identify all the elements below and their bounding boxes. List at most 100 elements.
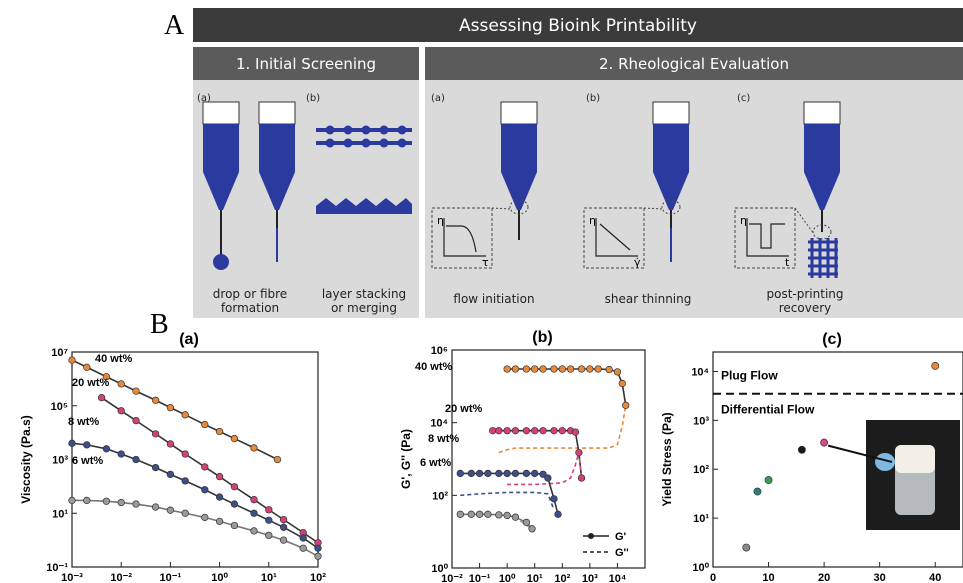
data-point	[300, 535, 307, 542]
panel-label: B	[150, 309, 169, 340]
data-point	[512, 366, 519, 373]
x-tick-label: 10¹	[527, 573, 543, 583]
data-point	[765, 476, 772, 483]
data-point	[231, 501, 238, 508]
data-point	[555, 511, 562, 518]
series-label: 8 wt%	[68, 416, 99, 428]
x-tick-label: 10⁻¹	[469, 573, 491, 583]
x-tick-label: 10³	[582, 573, 598, 583]
data-point	[512, 514, 519, 521]
syringe-body	[259, 124, 295, 172]
data-point	[476, 470, 483, 477]
data-point	[280, 516, 287, 523]
y-tick-label: 10⁻¹	[46, 562, 68, 574]
data-point	[167, 507, 174, 514]
item-tag: (a)	[431, 93, 445, 104]
data-point	[182, 510, 189, 517]
syringe-cap	[501, 102, 537, 124]
series-label: 8 wt%	[428, 433, 459, 445]
data-point	[551, 496, 558, 503]
data-point	[504, 512, 511, 519]
data-point	[559, 427, 566, 434]
x-tick-label: 40	[929, 572, 941, 583]
drop	[213, 254, 229, 270]
y-axis-label: Yield Stress (Pa)	[660, 412, 674, 506]
data-point	[152, 464, 159, 471]
data-point	[69, 497, 76, 504]
data-point	[540, 366, 547, 373]
data-point	[576, 449, 583, 456]
data-point	[251, 510, 258, 517]
item-tag: (b)	[586, 93, 600, 104]
data-point	[118, 381, 125, 388]
data-point	[578, 366, 585, 373]
data-point	[551, 427, 558, 434]
inset-photo	[866, 420, 960, 530]
data-point	[84, 497, 91, 504]
data-point	[216, 473, 223, 480]
data-point	[216, 518, 223, 525]
data-point	[504, 470, 511, 477]
y-tick-label: 10³	[693, 415, 709, 427]
data-point	[266, 532, 273, 539]
caption: flow initiation	[453, 292, 534, 306]
caption: shear thinning	[605, 292, 692, 306]
data-point	[251, 496, 258, 503]
y-tick-label: 10²	[693, 464, 709, 476]
data-point	[468, 470, 475, 477]
y-axis-label: G', G'' (Pa)	[399, 429, 413, 489]
y-tick-label: 10⁶	[431, 345, 448, 357]
y-axis-label: Viscosity (Pa.s)	[19, 415, 33, 504]
data-point	[201, 464, 208, 471]
x-tick-label: 30	[874, 572, 886, 583]
data-point	[231, 483, 238, 490]
data-point	[280, 537, 287, 544]
x-tick-label: 10	[762, 572, 774, 583]
y-tick-label: 10¹	[52, 508, 68, 520]
annotation: Plug Flow	[721, 369, 778, 383]
data-point	[118, 499, 125, 506]
series-label: 40 wt%	[415, 361, 453, 373]
data-point	[496, 470, 503, 477]
data-point	[315, 553, 322, 560]
data-point	[118, 407, 125, 414]
data-point	[531, 427, 538, 434]
chart: (b)10⁻²10⁻¹10⁰10¹10²10³10⁴10⁰10²10⁴10⁶Sh…	[399, 329, 645, 583]
caption: drop or fibre	[213, 287, 287, 301]
caption: formation	[221, 301, 279, 315]
chart-title: (c)	[822, 331, 842, 348]
caption: layer stacking	[322, 287, 406, 301]
data-point	[167, 471, 174, 478]
data-point	[103, 446, 110, 453]
data-point	[595, 366, 602, 373]
data-point	[523, 366, 530, 373]
panel-label: A	[164, 10, 185, 41]
caption: recovery	[779, 301, 832, 315]
data-point	[231, 435, 238, 442]
data-point	[216, 428, 223, 435]
data-point	[559, 366, 566, 373]
item-tag: (b)	[306, 93, 320, 104]
data-point	[578, 475, 585, 482]
series-label: 20 wt%	[445, 403, 483, 415]
data-point	[201, 514, 208, 521]
mini-y-label: η	[589, 214, 596, 227]
series-label: 6 wt%	[72, 455, 103, 467]
data-point	[619, 380, 626, 387]
data-point	[545, 475, 552, 482]
x-tick-label: 10⁴	[609, 573, 627, 583]
data-point	[201, 486, 208, 493]
mini-x-label: γ̇	[634, 256, 641, 269]
data-point	[251, 528, 258, 535]
y-tick-label: 10⁷	[51, 347, 68, 359]
legend-label: G''	[615, 547, 629, 559]
data-point	[606, 366, 613, 373]
data-point	[540, 427, 547, 434]
y-tick-label: 10³	[52, 455, 68, 467]
series-label: 20 wt%	[72, 377, 110, 389]
data-point	[622, 402, 629, 409]
data-point	[489, 427, 496, 434]
y-tick-label: 10⁰	[431, 563, 448, 575]
data-point	[551, 366, 558, 373]
